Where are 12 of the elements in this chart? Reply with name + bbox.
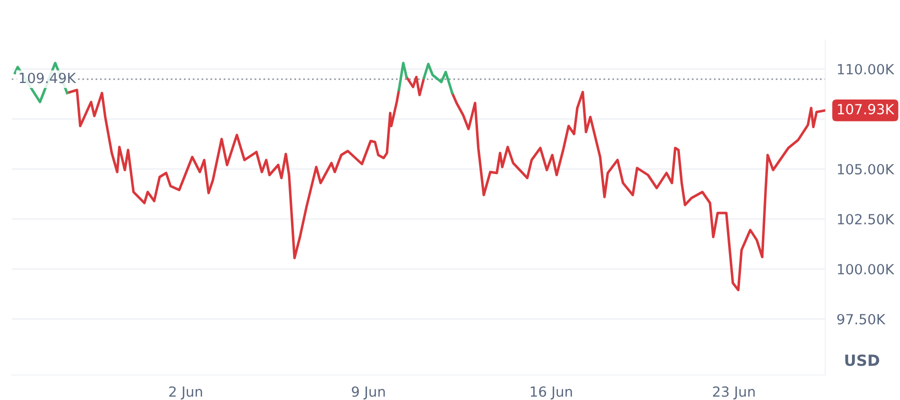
ref-line-label: 109.49K [20, 72, 76, 84]
y-tick-label: 110.00K [838, 64, 894, 74]
y-tick-label: 102.50K [838, 214, 894, 224]
x-tick-label: 23 Jun [713, 386, 755, 400]
annotation: 107.93K [838, 104, 894, 114]
y-axis-title: USD [845, 354, 880, 366]
x-tick-label: 9 Jun [352, 386, 385, 400]
y-tick-label: 105.00K [838, 164, 894, 174]
y-tick-label: 97.50K [837, 314, 886, 324]
y-tick-label: 100.00K [838, 264, 894, 274]
x-tick-label: 2 Jun [169, 386, 202, 400]
x-tick-label: 16 Jun [530, 386, 572, 400]
